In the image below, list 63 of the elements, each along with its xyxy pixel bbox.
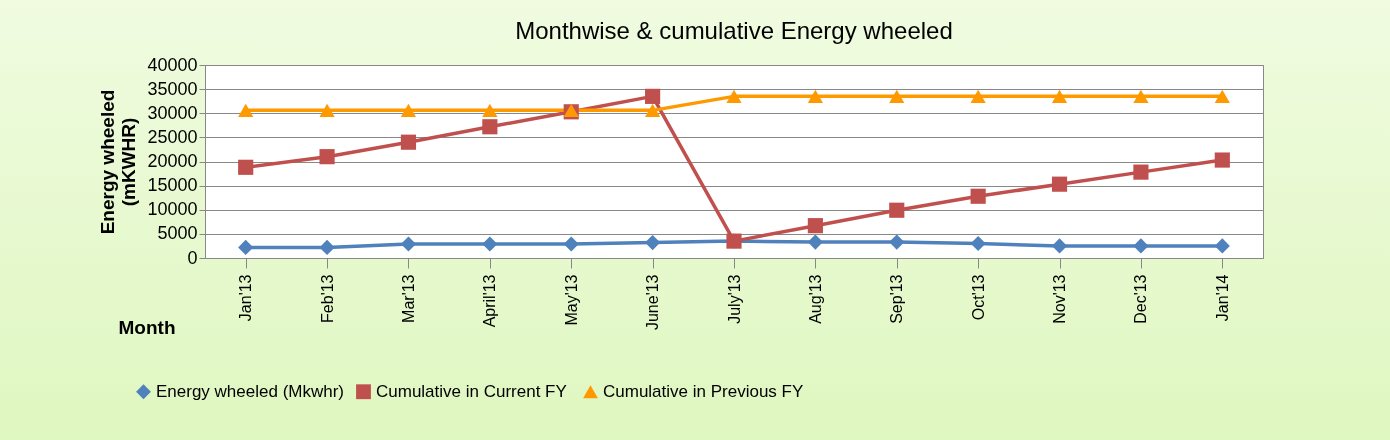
y-tick-label: 15000: [147, 175, 198, 196]
point: [238, 103, 254, 117]
y-tick-label: 35000: [147, 78, 198, 99]
y-tick-label: 25000: [147, 126, 198, 147]
point: [645, 103, 661, 117]
point: [1051, 238, 1068, 254]
point: [1214, 89, 1230, 103]
x-tick-label: Nov'13: [1051, 274, 1069, 324]
point: [319, 149, 335, 165]
point: [319, 239, 335, 255]
point: [400, 134, 417, 150]
point: [482, 103, 498, 117]
x-tick-label: Mar'13: [399, 274, 417, 323]
x-tick-label: July'13: [725, 274, 743, 324]
legend-label: Cumulative in Previous FY: [603, 381, 804, 401]
point: [645, 234, 661, 251]
point: [807, 89, 823, 103]
point: [319, 103, 335, 117]
y-tick-label: 20000: [147, 151, 198, 171]
x-tick-label: Sep'13: [888, 274, 906, 324]
legend-label: Energy wheeled (Mkwhr): [156, 381, 345, 401]
point: [1133, 238, 1149, 254]
x-tick-label: May'13: [562, 274, 580, 326]
point: [400, 103, 417, 117]
y-tick-label: 40000: [147, 54, 198, 75]
point: [1051, 176, 1068, 192]
x-tick-label: Feb'13: [318, 274, 336, 323]
x-tick-label: Dec'13: [1132, 274, 1150, 324]
point: [807, 234, 823, 250]
point: [889, 89, 905, 103]
point: [889, 234, 905, 250]
y-tick-label: 5000: [157, 223, 198, 244]
x-axis-title: Month: [118, 316, 176, 338]
chart-title: Monthwise & cumulative Energy wheeled: [515, 17, 953, 44]
point: [482, 236, 498, 252]
point: [563, 236, 579, 252]
legend-label: Cumulative in Current FY: [376, 381, 567, 401]
point: [726, 89, 742, 103]
point: [970, 188, 986, 204]
x-tick-label: June'13: [644, 274, 662, 331]
point: [482, 119, 498, 135]
point: [645, 88, 661, 104]
y-tick-label: 10000: [147, 199, 198, 220]
x-tick-label: April'13: [481, 274, 499, 328]
point: [1133, 89, 1149, 103]
x-tick-label: Jan'14: [1213, 274, 1231, 322]
x-tick-label: Aug'13: [806, 274, 824, 324]
x-tick-label: Jan'13: [237, 274, 255, 322]
point: [1051, 89, 1068, 103]
y-axis-title: Energy wheeled (mKWHR): [97, 89, 140, 235]
point: [970, 235, 986, 252]
point: [238, 239, 254, 255]
point: [970, 89, 986, 103]
point: [1214, 152, 1230, 168]
y-tick-label: 30000: [147, 102, 198, 123]
point: [238, 159, 254, 175]
point: [889, 202, 905, 218]
x-tick-label: Oct'13: [969, 274, 987, 321]
point: [400, 236, 417, 252]
point: [1214, 238, 1230, 254]
point: [807, 218, 823, 234]
point: [1133, 164, 1149, 180]
y-tick-label: 0: [187, 247, 198, 268]
